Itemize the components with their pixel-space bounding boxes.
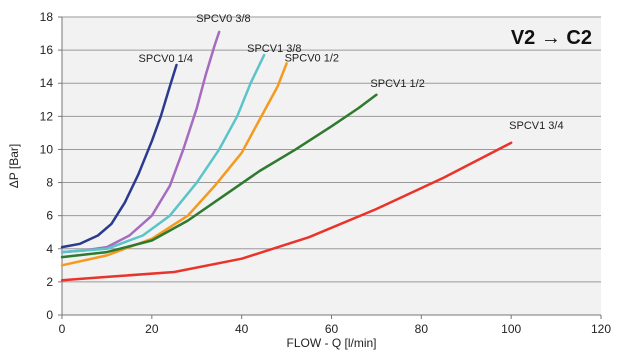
series-line — [60, 53, 266, 254]
series-label: SPCV1 1/2 — [370, 78, 424, 90]
x-tick-label: 80 — [415, 322, 429, 336]
plot-area — [62, 17, 601, 315]
x-axis-ticks: 0 20 40 60 80 100 120 — [59, 315, 611, 336]
y-axis-label: ΔP [Bar] — [7, 144, 21, 188]
x-tick-label: 20 — [145, 322, 159, 336]
y-axis-ticks: 0 2 4 6 8 10 12 14 16 18 — [40, 10, 62, 322]
x-axis-label: FLOW - Q [l/min] — [287, 336, 377, 350]
y-tick-label: 0 — [46, 308, 53, 322]
series-line — [60, 62, 288, 267]
y-tick-label: 6 — [46, 209, 53, 223]
y-tick-label: 10 — [40, 142, 54, 156]
series-label: SPCV0 1/2 — [285, 52, 339, 64]
y-tick-label: 18 — [40, 10, 54, 24]
y-tick-label: 16 — [40, 43, 54, 57]
x-tick-label: 60 — [325, 322, 339, 336]
series-line — [60, 63, 178, 249]
y-tick-label: 12 — [40, 109, 54, 123]
x-tick-label: 0 — [59, 322, 66, 336]
series-label: SPCV0 1/4 — [139, 53, 193, 65]
series-line — [60, 93, 378, 259]
y-tick-label: 14 — [40, 76, 54, 90]
x-tick-label: 40 — [235, 322, 249, 336]
x-tick-label: 120 — [591, 322, 611, 336]
y-tick-label: 4 — [46, 242, 53, 256]
series-lines — [60, 30, 513, 282]
series-line — [60, 141, 513, 282]
series-label: SPCV0 3/8 — [196, 13, 250, 25]
series-label: SPCV1 3/4 — [509, 120, 563, 132]
chart-title: V2 → C2 — [511, 27, 592, 49]
x-tick-label: 100 — [501, 322, 521, 336]
series-label: SPCV1 3/8 — [247, 43, 301, 55]
y-tick-label: 2 — [46, 275, 53, 289]
y-tick-label: 8 — [46, 176, 53, 190]
